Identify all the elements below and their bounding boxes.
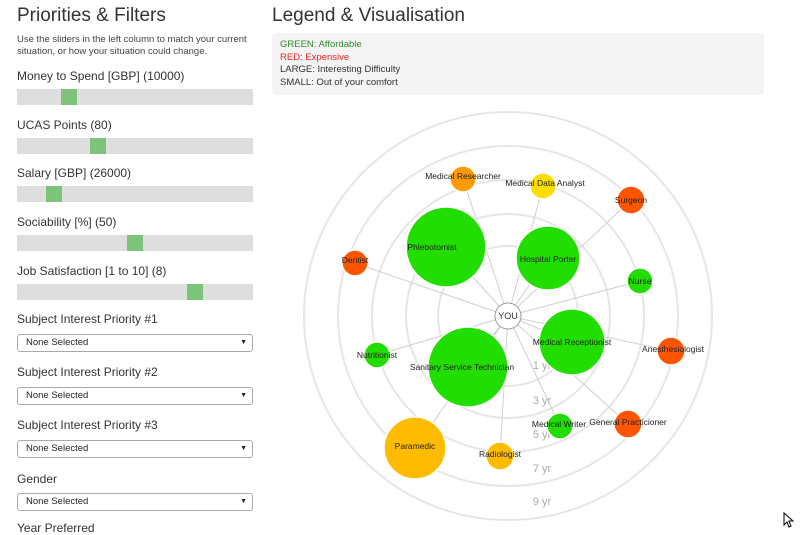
career-node[interactable] [613,409,643,439]
career-node[interactable] [383,416,447,480]
interest-2-value: None Selected [26,390,89,401]
career-node[interactable] [485,441,515,471]
dropdown-label-gender: Gender [17,472,58,486]
ucas-slider-handle[interactable] [90,138,107,154]
legend-red: RED: Expensive [280,51,350,63]
career-node[interactable] [405,206,487,288]
money-slider[interactable] [17,89,253,105]
ring-label: 3 yr [533,395,552,407]
career-node[interactable] [449,165,477,193]
legend-title: Legend & Visualisation [272,5,465,26]
interest-1-select[interactable]: None Selected ▼ [17,334,253,352]
career-node[interactable] [538,308,606,376]
distance-ring [371,179,645,453]
chevron-down-icon: ▼ [240,339,247,346]
chevron-down-icon: ▼ [240,392,247,399]
ring-label: 7 yr [533,463,552,475]
career-node[interactable] [363,341,391,369]
interest-3-value: None Selected [26,443,89,454]
slider-label-sociability: Sociability [%] (50) [17,215,117,229]
career-node[interactable] [626,267,654,295]
money-slider-handle[interactable] [60,89,77,105]
chevron-down-icon: ▼ [240,445,247,452]
interest-3-select[interactable]: None Selected ▼ [17,440,253,458]
salary-slider-handle[interactable] [45,186,62,202]
chevron-down-icon: ▼ [240,498,247,505]
legend-small: SMALL: Out of your comfort [280,76,398,88]
priorities-title: Priorities & Filters [17,5,166,26]
slider-label-satisfaction: Job Satisfaction [1 to 10] (8) [17,264,167,278]
legend-large: LARGE: Interesting Difficulty [280,64,401,75]
priorities-panel: Priorities & Filters Use the sliders in … [17,0,253,535]
legend-box: GREEN: Affordable RED: Expensive LARGE: … [272,33,764,95]
slider-label-money: Money to Spend [GBP] (10000) [17,69,185,83]
slider-label-salary: Salary [GBP] (26000) [17,166,132,180]
gender-select[interactable]: None Selected ▼ [17,493,253,511]
sociability-slider[interactable] [17,235,253,251]
interest-1-value: None Selected [26,337,89,348]
salary-slider[interactable] [17,186,253,202]
ucas-slider[interactable] [17,138,253,154]
you-node[interactable] [494,302,522,330]
instructions-text: Use the sliders in the left column to ma… [17,34,247,57]
sociability-slider-handle[interactable] [127,235,143,251]
career-node[interactable] [656,336,686,366]
dropdown-label-interest-1: Subject Interest Priority #1 [17,312,158,326]
dropdown-label-interest-3: Subject Interest Priority #3 [17,418,158,432]
career-node[interactable] [546,412,574,440]
you-label: YOU [498,311,518,321]
career-node[interactable] [515,225,581,291]
satisfaction-slider[interactable] [17,284,253,300]
career-node[interactable] [616,185,646,215]
ring-label: 9 yr [533,496,552,508]
year-preferred-label: Year Preferred [17,521,95,535]
career-node[interactable] [427,326,509,408]
interest-2-select[interactable]: None Selected ▼ [17,387,253,405]
dropdown-label-interest-2: Subject Interest Priority #2 [17,365,158,379]
gender-value: None Selected [26,496,89,507]
slider-label-ucas: UCAS Points (80) [17,118,112,132]
legend-green: GREEN: Affordable [280,39,362,50]
career-node[interactable] [341,249,369,277]
mouse-cursor-icon [783,511,795,528]
satisfaction-slider-handle[interactable] [187,284,204,300]
career-node[interactable] [529,172,557,200]
